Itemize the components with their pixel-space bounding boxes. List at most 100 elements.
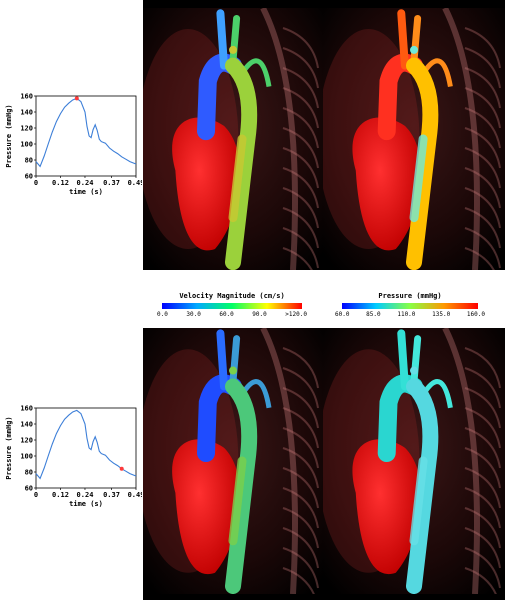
rib-shape (282, 187, 319, 229)
rib-shape (464, 107, 501, 149)
rib-shape (282, 567, 315, 594)
rib-shape (464, 507, 501, 549)
heart-shape (352, 439, 422, 575)
rib-shape (464, 207, 501, 249)
subclavian-vessel (410, 14, 422, 64)
spine-shape (260, 328, 298, 594)
rib-shape (282, 167, 319, 209)
carotid-vessel (397, 9, 409, 70)
pressure-curve (35, 409, 137, 480)
descending-aorta (406, 57, 439, 270)
descending-aorta (406, 378, 439, 594)
rib-shape (282, 147, 319, 189)
rib-shape (464, 427, 501, 469)
rib-shape (282, 507, 319, 549)
y-axis-label: Pressure (mmHg) (5, 104, 13, 167)
middle-white-strip (0, 270, 505, 328)
y-tick-label: 160 (20, 405, 33, 413)
aorta-highlight (228, 456, 247, 546)
rib-shape (282, 527, 319, 569)
chart-frame (35, 95, 137, 177)
side-branch (422, 58, 453, 88)
side-branch (241, 58, 272, 88)
render-pressure-diastole (323, 328, 505, 594)
rib-shape (464, 547, 501, 589)
subclavian-vessel (410, 335, 422, 385)
spine-shape (442, 328, 480, 594)
x-tick-label: 0.12 (52, 491, 69, 499)
rib-shape (282, 47, 319, 89)
time-marker (74, 96, 79, 101)
pressure-tick: 110.0 (397, 311, 416, 318)
velocity-tick: >120.0 (285, 311, 307, 318)
vessel-node (229, 366, 237, 375)
rib-shape (464, 487, 501, 529)
velocity-colorbar-ticks: 0.0 30.0 60.0 90.0 >120.0 (157, 311, 307, 318)
velocity-colorbar-gradient (162, 303, 302, 309)
y-tick-label: 120 (20, 437, 33, 445)
rib-shape (464, 407, 501, 449)
rib-shape (464, 527, 501, 569)
rib-shape (282, 387, 319, 429)
carotid-vessel (216, 329, 228, 391)
x-tick-label: 0 (34, 179, 38, 187)
vessel-node (410, 45, 418, 54)
velocity-tick: 90.0 (252, 311, 267, 318)
rib-shape (464, 227, 501, 269)
rib-shape (282, 67, 319, 109)
velocity-colorbar: Velocity Magnitude (cm/s) 0.0 30.0 60.0 … (147, 292, 317, 318)
chart-frame (35, 407, 137, 489)
x-axis-label: time (s) (69, 500, 103, 508)
y-tick-label: 140 (20, 421, 33, 429)
rib-shape (464, 67, 501, 109)
y-tick-label: 100 (20, 453, 33, 461)
aorta-highlight (228, 134, 247, 223)
x-tick-label: 0.37 (103, 491, 120, 499)
x-tick-label: 0.49 (128, 179, 142, 187)
heart-shape (352, 117, 422, 251)
carotid-vessel (397, 329, 409, 391)
x-tick-label: 0.24 (77, 491, 94, 499)
rib-shape (282, 247, 313, 270)
pressure-tick: 160.0 (466, 311, 485, 318)
rib-shape (282, 487, 319, 529)
rib-shape (464, 347, 501, 389)
y-tick-label: 80 (25, 157, 33, 165)
x-tick-label: 0.37 (103, 179, 120, 187)
pressure-chart-top-svg: 160 140 120 100 80 600 0.12 0.24 0.37 0.49 time (s… (5, 93, 142, 197)
rib-shape (464, 27, 501, 69)
subclavian-vessel (229, 14, 241, 64)
rib-shape (282, 407, 319, 449)
pressure-colorbar-ticks: 60.0 85.0 110.0 135.0 160.0 (335, 311, 485, 318)
pressure-chart-bottom-svg: 160 140 120 100 80 600 0.12 0.24 0.37 0.49 time (s… (5, 405, 142, 509)
rib-shape (282, 207, 319, 249)
velocity-tick: 60.0 (219, 311, 234, 318)
vessel-node (410, 366, 418, 375)
spine-shape (442, 8, 480, 270)
rib-shape (282, 227, 319, 269)
rib-shape (464, 127, 501, 169)
heart-shape (172, 117, 241, 251)
pressure-tick: 60.0 (335, 311, 350, 318)
side-branch (241, 379, 272, 409)
rib-shape (282, 467, 319, 509)
y-tick-label: 60 (25, 485, 33, 493)
rib-shape (464, 147, 501, 189)
rib-shape (464, 367, 501, 409)
y-tick-label: 80 (25, 469, 33, 477)
velocity-colorbar-title: Velocity Magnitude (cm/s) (179, 292, 285, 300)
pressure-tick: 85.0 (366, 311, 381, 318)
rib-shape (282, 447, 319, 489)
rib-shape (464, 247, 495, 270)
pressure-tick: 135.0 (432, 311, 451, 318)
y-axis-label: Pressure (mmHg) (5, 416, 13, 479)
aorta-highlight (409, 456, 428, 546)
x-tick-label: 0.49 (128, 491, 142, 499)
spine-shape (260, 8, 298, 270)
velocity-tick: 0.0 (157, 311, 168, 318)
rib-shape (282, 547, 319, 589)
x-tick-label: 0.24 (77, 179, 94, 187)
rib-shape (282, 347, 319, 389)
render-pressure-systole (323, 8, 505, 270)
y-tick-label: 140 (20, 109, 33, 117)
